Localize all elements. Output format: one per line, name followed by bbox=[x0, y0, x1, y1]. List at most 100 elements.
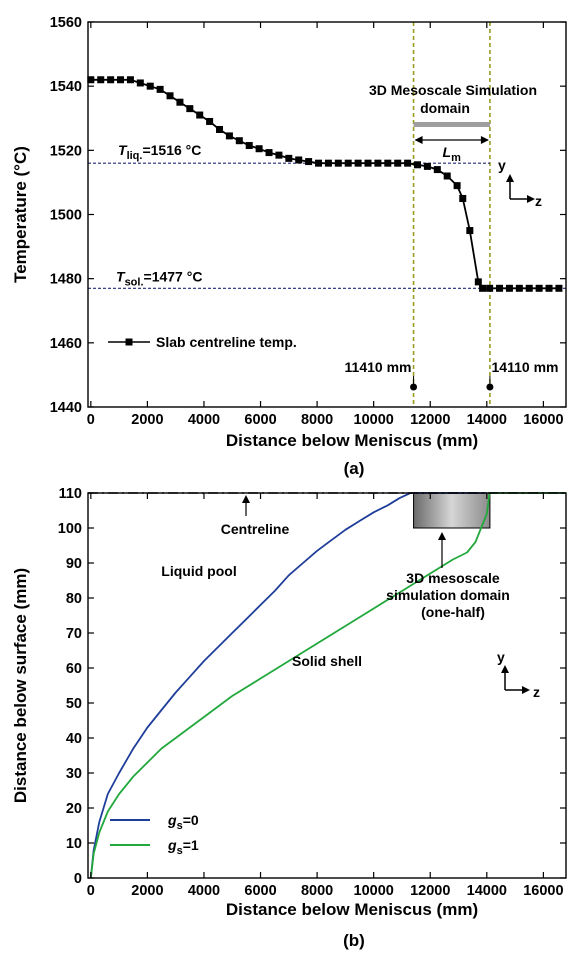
data-point bbox=[515, 284, 523, 292]
data-point bbox=[394, 159, 402, 167]
data-point bbox=[235, 137, 243, 145]
x-tick-label: 10000 bbox=[354, 412, 394, 428]
legend-marker bbox=[125, 338, 133, 346]
data-point bbox=[479, 284, 487, 292]
x-tick-label: 16000 bbox=[523, 883, 563, 899]
liquid-pool-label: Liquid pool bbox=[161, 563, 236, 579]
y-arrow-head bbox=[501, 665, 509, 673]
data-point bbox=[414, 161, 422, 169]
data-point bbox=[423, 162, 431, 170]
series-line bbox=[90, 78, 559, 290]
data-point bbox=[117, 76, 125, 84]
domain-label-line2: domain bbox=[420, 100, 470, 116]
data-point bbox=[525, 284, 533, 292]
data-point bbox=[216, 125, 224, 133]
chart-a: 0 2000 4000 6000 8000 10000 12000 14000 16000 144… bbox=[11, 15, 567, 478]
y-tick-label: 100 bbox=[58, 521, 82, 537]
data-point bbox=[545, 284, 553, 292]
axis-indicator-z-label: z bbox=[533, 684, 540, 700]
data-point bbox=[186, 105, 194, 113]
centreline-arrow-head bbox=[242, 495, 250, 503]
x-tick-label: 2000 bbox=[131, 883, 163, 899]
y-tick-label: 80 bbox=[66, 591, 82, 607]
end-position-label: 14110 mm bbox=[492, 359, 559, 375]
axis-indicator-y-label: y bbox=[497, 649, 505, 665]
x-axis-title: Distance below Meniscus (mm) bbox=[226, 900, 478, 919]
x-tick-label: 12000 bbox=[410, 883, 450, 899]
chart-b-axes: 0 2000 4000 6000 8000 10000 12000 14000 16000 0 10… bbox=[58, 486, 567, 899]
y-tick-label: 1480 bbox=[50, 272, 82, 288]
data-point bbox=[295, 156, 303, 164]
x-axis-title: Distance below Meniscus (mm) bbox=[226, 431, 478, 450]
y-tick-label: 1460 bbox=[50, 336, 82, 352]
y-axis-title: Temperature (°C) bbox=[11, 146, 30, 283]
data-point bbox=[453, 182, 461, 190]
data-point bbox=[334, 159, 342, 167]
data-point bbox=[344, 159, 352, 167]
y-tick-label: 20 bbox=[66, 801, 82, 817]
lm-label: Lm bbox=[443, 144, 462, 164]
lm-arrow-head-right bbox=[480, 136, 489, 144]
solidification-fronts bbox=[89, 492, 566, 879]
tliq-annotation: Tliq.=1516 °C bbox=[118, 142, 201, 162]
chart-a-axes: 0 2000 4000 6000 8000 10000 12000 14000 16000 144… bbox=[50, 15, 567, 428]
domain-label-line1: 3D mesoscale bbox=[406, 570, 500, 586]
x-tick-label: 12000 bbox=[410, 412, 450, 428]
tsol-annotation: Tsol.=1477 °C bbox=[116, 268, 202, 288]
reference-lines bbox=[88, 162, 566, 289]
legend-label-gs1: gs=1 bbox=[167, 837, 199, 857]
lm-arrow-head-left bbox=[414, 136, 423, 144]
x-tick-label: 6000 bbox=[244, 412, 276, 428]
data-point bbox=[245, 142, 253, 150]
y-arrow-head bbox=[506, 174, 514, 182]
series-1-line bbox=[89, 492, 566, 879]
x-tick-label: 4000 bbox=[188, 412, 220, 428]
data-point bbox=[474, 278, 482, 286]
data-point bbox=[466, 227, 474, 235]
y-tick-label: 1540 bbox=[50, 79, 82, 95]
position-markers bbox=[410, 376, 494, 391]
data-point bbox=[265, 149, 273, 157]
y-tick-label: 90 bbox=[66, 556, 82, 572]
y-tick-label: 50 bbox=[66, 696, 82, 712]
data-point bbox=[87, 76, 95, 84]
data-point bbox=[126, 76, 134, 84]
data-point bbox=[555, 284, 563, 292]
yz-axis-indicator bbox=[501, 665, 530, 694]
data-point bbox=[255, 145, 263, 153]
series-0-line bbox=[89, 492, 487, 879]
data-point bbox=[206, 117, 214, 125]
data-point bbox=[315, 159, 323, 167]
y-tick-label: 110 bbox=[59, 486, 82, 502]
data-point bbox=[364, 159, 372, 167]
domain-label-line2: simulation domain bbox=[386, 587, 510, 603]
data-point bbox=[459, 194, 467, 202]
x-tick-label: 8000 bbox=[301, 883, 333, 899]
axis-indicator-y-label: y bbox=[498, 157, 506, 173]
solid-shell-label: Solid shell bbox=[292, 653, 362, 669]
y-tick-label: 0 bbox=[74, 871, 82, 887]
x-tick-label: 14000 bbox=[467, 883, 507, 899]
data-point bbox=[225, 132, 233, 140]
data-point bbox=[354, 159, 362, 167]
x-tick-label: 10000 bbox=[354, 883, 394, 899]
data-point bbox=[404, 159, 412, 167]
data-point bbox=[374, 159, 382, 167]
centreline-temperature-series bbox=[87, 76, 563, 292]
end-dot bbox=[486, 383, 494, 391]
data-point bbox=[97, 76, 105, 84]
z-arrow-head bbox=[527, 195, 535, 203]
axis-indicator-z-label: z bbox=[535, 193, 542, 209]
x-tick-label: 14000 bbox=[467, 412, 507, 428]
data-point bbox=[496, 284, 504, 292]
data-point bbox=[196, 111, 204, 119]
data-point bbox=[486, 284, 494, 292]
start-dot bbox=[410, 383, 418, 391]
data-point bbox=[305, 158, 313, 166]
x-tick-label: 16000 bbox=[523, 412, 563, 428]
simulation-domain-bounds bbox=[412, 22, 491, 407]
data-point bbox=[107, 76, 115, 84]
simulation-domain-box bbox=[413, 492, 491, 529]
y-tick-label: 1440 bbox=[50, 400, 82, 416]
